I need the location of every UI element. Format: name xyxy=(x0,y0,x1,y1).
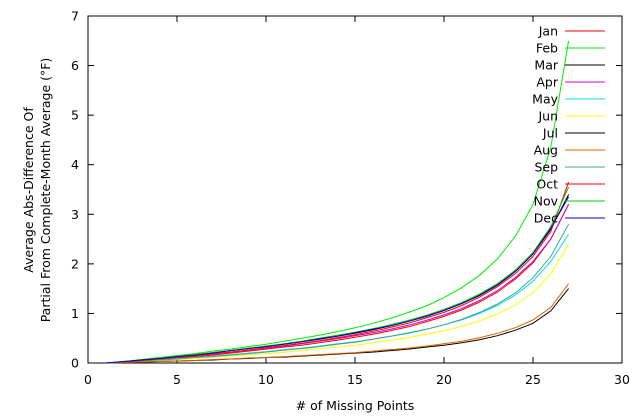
series-lines xyxy=(105,40,570,364)
x-tick-label: 15 xyxy=(347,372,363,387)
y-axis-label-line-1: Average Abs-Difference Of xyxy=(21,107,36,273)
x-tick-label: 5 xyxy=(173,372,181,387)
y-tick-label: 4 xyxy=(71,157,79,172)
series-line-jul xyxy=(105,288,569,364)
series-line-oct xyxy=(105,181,570,364)
y-tick-label: 2 xyxy=(71,256,79,271)
legend-label-jun: Jun xyxy=(537,109,558,124)
legend-label-mar: Mar xyxy=(534,58,558,73)
legend-label-dec: Dec xyxy=(534,211,558,226)
legend-label-may: May xyxy=(532,92,558,107)
series-line-dec xyxy=(105,196,570,364)
legend-label-nov: Nov xyxy=(534,194,559,209)
series-line-sep xyxy=(105,223,570,364)
legend: Jan Feb Mar Apr May Jun Jul Aug Sep Oct Nov Dec xyxy=(532,24,605,226)
y-tick-label: 5 xyxy=(71,108,79,123)
series-line-may xyxy=(105,233,570,364)
y-tick-label: 0 xyxy=(71,356,79,371)
series-line-feb xyxy=(105,40,570,364)
series-line-jan xyxy=(105,204,570,364)
series-line-jun xyxy=(105,243,570,364)
x-tick-label: 25 xyxy=(525,372,541,387)
y-axis-label-line-2: Partial From Complete-Month Average (°F) xyxy=(38,58,53,323)
x-tick-label: 30 xyxy=(614,372,630,387)
legend-label-jul: Jul xyxy=(542,126,558,141)
legend-label-aug: Aug xyxy=(534,143,558,158)
y-tick-label: 3 xyxy=(71,207,79,222)
legend-label-jan: Jan xyxy=(538,24,558,39)
legend-label-oct: Oct xyxy=(536,177,558,192)
x-tick-label: 20 xyxy=(436,372,452,387)
x-axis-label: # of Missing Points xyxy=(296,398,415,413)
legend-label-apr: Apr xyxy=(536,75,558,90)
legend-label-sep: Sep xyxy=(534,160,558,175)
legend-label-feb: Feb xyxy=(536,41,558,56)
y-tick-label: 1 xyxy=(71,306,79,321)
x-tick-label: 10 xyxy=(258,372,274,387)
y-tick-label: 6 xyxy=(71,58,79,73)
axis-ticks: 0 5 10 15 20 25 30 0 1 2 3 4 5 6 7 xyxy=(71,9,630,388)
series-line-aug xyxy=(105,283,570,364)
x-tick-label: 0 xyxy=(84,372,92,387)
y-tick-label: 7 xyxy=(71,9,79,24)
